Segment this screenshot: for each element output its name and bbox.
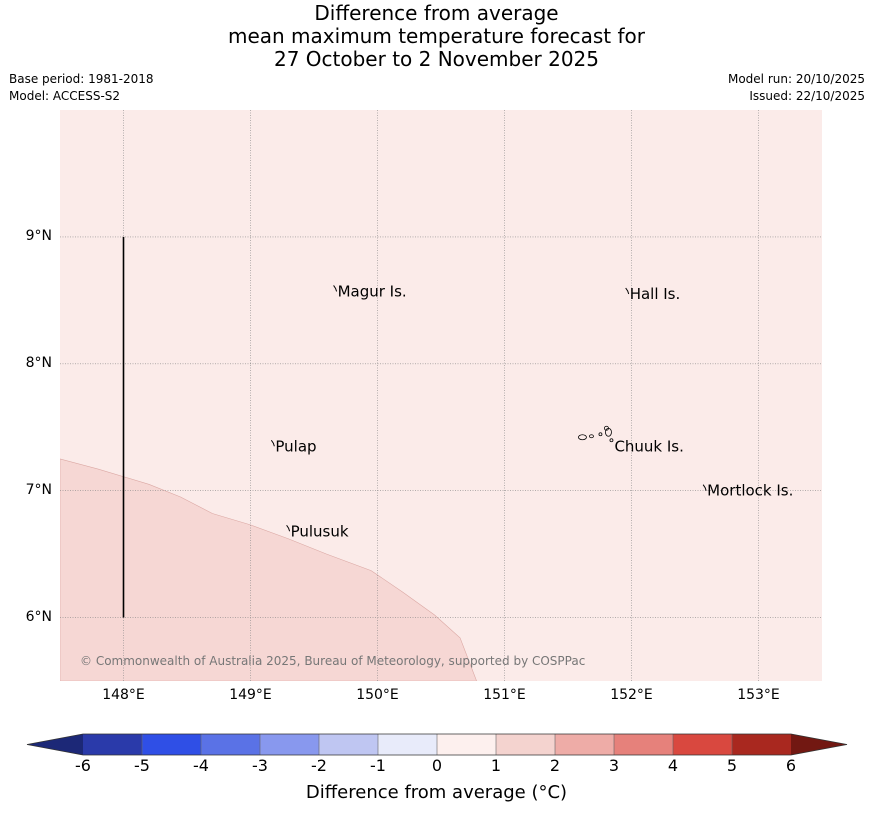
colorbar-tick-label: 4 bbox=[667, 756, 679, 775]
colorbar-tick-label: 0 bbox=[431, 756, 443, 775]
colorbar-segment bbox=[260, 734, 320, 755]
colorbar-tick-label: -2 bbox=[311, 756, 327, 775]
colorbar-tick-label: -6 bbox=[75, 756, 91, 775]
colorbar-segment bbox=[378, 734, 438, 755]
place-label: Hall Is. bbox=[630, 285, 681, 303]
place-label: Magur Is. bbox=[338, 282, 407, 300]
lat-tick-label: 7°N bbox=[25, 481, 52, 498]
colorbar-over-arrow bbox=[791, 734, 847, 755]
colorbar-segment bbox=[319, 734, 379, 755]
island-outline-icon bbox=[578, 425, 614, 443]
colorbar-segment bbox=[142, 734, 202, 755]
island-marker-icon bbox=[270, 439, 275, 447]
lon-tick-label: 148°E bbox=[102, 687, 145, 703]
title-line-3: 27 October to 2 November 2025 bbox=[273, 47, 600, 71]
colorbar-segment bbox=[732, 734, 792, 755]
island-marker-icon bbox=[702, 484, 707, 491]
model-name: Model: ACCESS-S2 bbox=[9, 89, 121, 103]
lat-tick-label: 9°N bbox=[25, 227, 52, 244]
lon-tick-label: 149°E bbox=[229, 687, 272, 703]
colorbar-tick-label: 1 bbox=[490, 756, 502, 775]
lon-tick-label: 152°E bbox=[610, 687, 653, 703]
colorbar-tick-label: -1 bbox=[370, 756, 386, 775]
lon-tick-label: 150°E bbox=[356, 687, 399, 703]
colorbar-segment bbox=[496, 734, 556, 755]
colorbar-tick-label: -5 bbox=[134, 756, 150, 775]
model-run: Model run: 20/10/2025 bbox=[727, 72, 865, 86]
lon-tick-label: 151°E bbox=[483, 687, 526, 703]
colorbar-segment bbox=[555, 734, 615, 755]
title-line-2: mean maximum temperature forecast for bbox=[227, 24, 645, 48]
lat-tick-label: 6°N bbox=[25, 608, 52, 625]
copyright-text: © Commonwealth of Australia 2025, Bureau… bbox=[80, 654, 585, 668]
map-panel: Magur Is. Hall Is. Pulap Chuuk Is. Mortlock … bbox=[60, 110, 822, 681]
colorbar-tick-label: -4 bbox=[193, 756, 209, 775]
colorbar-segment bbox=[83, 734, 143, 755]
lat-tick-label: 8°N bbox=[25, 354, 52, 371]
island-marker-icon bbox=[286, 524, 291, 532]
colorbar-under-arrow bbox=[27, 734, 83, 755]
colorbar-tick-label: -3 bbox=[252, 756, 268, 775]
place-label: Mortlock Is. bbox=[707, 482, 793, 500]
island-marker-icon bbox=[625, 287, 630, 295]
place-label: Pulusuk bbox=[291, 522, 349, 540]
colorbar-tick-label: 3 bbox=[608, 756, 620, 775]
lon-tick-label: 153°E bbox=[737, 687, 780, 703]
place-label: Chuuk Is. bbox=[614, 437, 683, 455]
colorbar-tick-label: 2 bbox=[549, 756, 561, 775]
colorbar-segment bbox=[437, 734, 497, 755]
colorbar-segment bbox=[201, 734, 261, 755]
issued-date: Issued: 22/10/2025 bbox=[749, 89, 865, 103]
colorbar-tick-label: 6 bbox=[785, 756, 797, 775]
island-marker-icon bbox=[333, 285, 338, 292]
title-line-1: Difference from average bbox=[314, 1, 559, 25]
base-period: Base period: 1981-2018 bbox=[9, 72, 154, 86]
colorbar-segment bbox=[673, 734, 733, 755]
colorbar-outline bbox=[26, 733, 848, 756]
colorbar bbox=[26, 733, 848, 756]
colorbar-tick-label: 5 bbox=[726, 756, 738, 775]
colorbar-title: Difference from average (°C) bbox=[305, 782, 568, 803]
place-label: Pulap bbox=[275, 437, 316, 455]
colorbar-segment bbox=[614, 734, 674, 755]
anomaly-region-1-2 bbox=[60, 458, 477, 681]
